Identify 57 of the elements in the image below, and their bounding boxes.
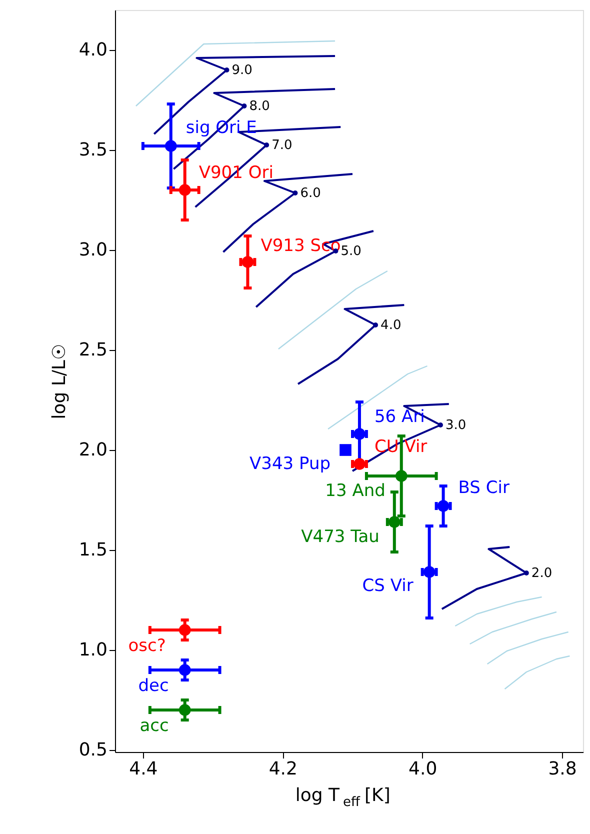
annotation: 8.0 bbox=[249, 99, 270, 114]
y-tick-label: 0.5 bbox=[78, 740, 108, 760]
point bbox=[354, 428, 366, 440]
y-tick-label: 1.5 bbox=[78, 540, 108, 560]
line-series bbox=[454, 596, 542, 627]
line-series bbox=[486, 631, 569, 665]
y-tick-label: 2.5 bbox=[78, 340, 108, 360]
point bbox=[178, 704, 191, 716]
series-label: BS Cir bbox=[458, 478, 510, 498]
series-label: CS Vir bbox=[362, 576, 414, 596]
annotation: 7.0 bbox=[272, 138, 292, 153]
point bbox=[292, 190, 298, 196]
point bbox=[524, 570, 529, 576]
annotation: 4.0 bbox=[380, 318, 402, 333]
y-tick-label: 1.0 bbox=[78, 640, 108, 660]
point bbox=[437, 500, 450, 512]
line-series bbox=[297, 304, 406, 385]
point bbox=[354, 458, 366, 470]
series-label: osc? bbox=[128, 636, 166, 656]
annotation: 2.0 bbox=[531, 566, 552, 581]
y-tick-label: 2.0 bbox=[78, 440, 108, 460]
annotation: 5.0 bbox=[340, 244, 362, 259]
point bbox=[242, 256, 254, 268]
x-tick-label: 4.2 bbox=[268, 758, 298, 780]
point bbox=[388, 516, 400, 528]
series-label: 13 And bbox=[325, 481, 386, 501]
annotation: 9.0 bbox=[232, 63, 252, 78]
point bbox=[340, 444, 352, 456]
x-tick-label: 4.4 bbox=[129, 758, 158, 780]
y-tick-label: 3.0 bbox=[78, 240, 108, 260]
series-label: V343 Pup bbox=[250, 454, 331, 474]
annotation: 3.0 bbox=[446, 418, 466, 433]
series-label: V473 Tau bbox=[301, 527, 380, 547]
x-tick-label: 4.0 bbox=[408, 758, 438, 780]
point bbox=[373, 322, 378, 328]
point bbox=[438, 422, 444, 428]
y-axis-title: log L/L☉ bbox=[48, 344, 70, 420]
point bbox=[395, 470, 408, 482]
point bbox=[178, 664, 191, 676]
series-label: dec bbox=[138, 676, 169, 696]
y-tick-label: 3.5 bbox=[78, 140, 108, 160]
line-series bbox=[504, 655, 570, 690]
point bbox=[423, 566, 436, 578]
annotation: 6.0 bbox=[300, 186, 321, 201]
series-label: acc bbox=[140, 716, 169, 736]
x-tick-label: 3.8 bbox=[548, 758, 577, 780]
point bbox=[164, 140, 177, 152]
point bbox=[242, 104, 247, 108]
point bbox=[178, 184, 191, 196]
series-label: 56 Ari bbox=[374, 407, 425, 427]
y-tick-label: 4.0 bbox=[78, 40, 108, 60]
line-series bbox=[469, 611, 558, 645]
line-series bbox=[255, 230, 374, 308]
line-series bbox=[153, 55, 336, 135]
point bbox=[264, 142, 270, 148]
point bbox=[178, 624, 191, 636]
point bbox=[224, 68, 230, 72]
